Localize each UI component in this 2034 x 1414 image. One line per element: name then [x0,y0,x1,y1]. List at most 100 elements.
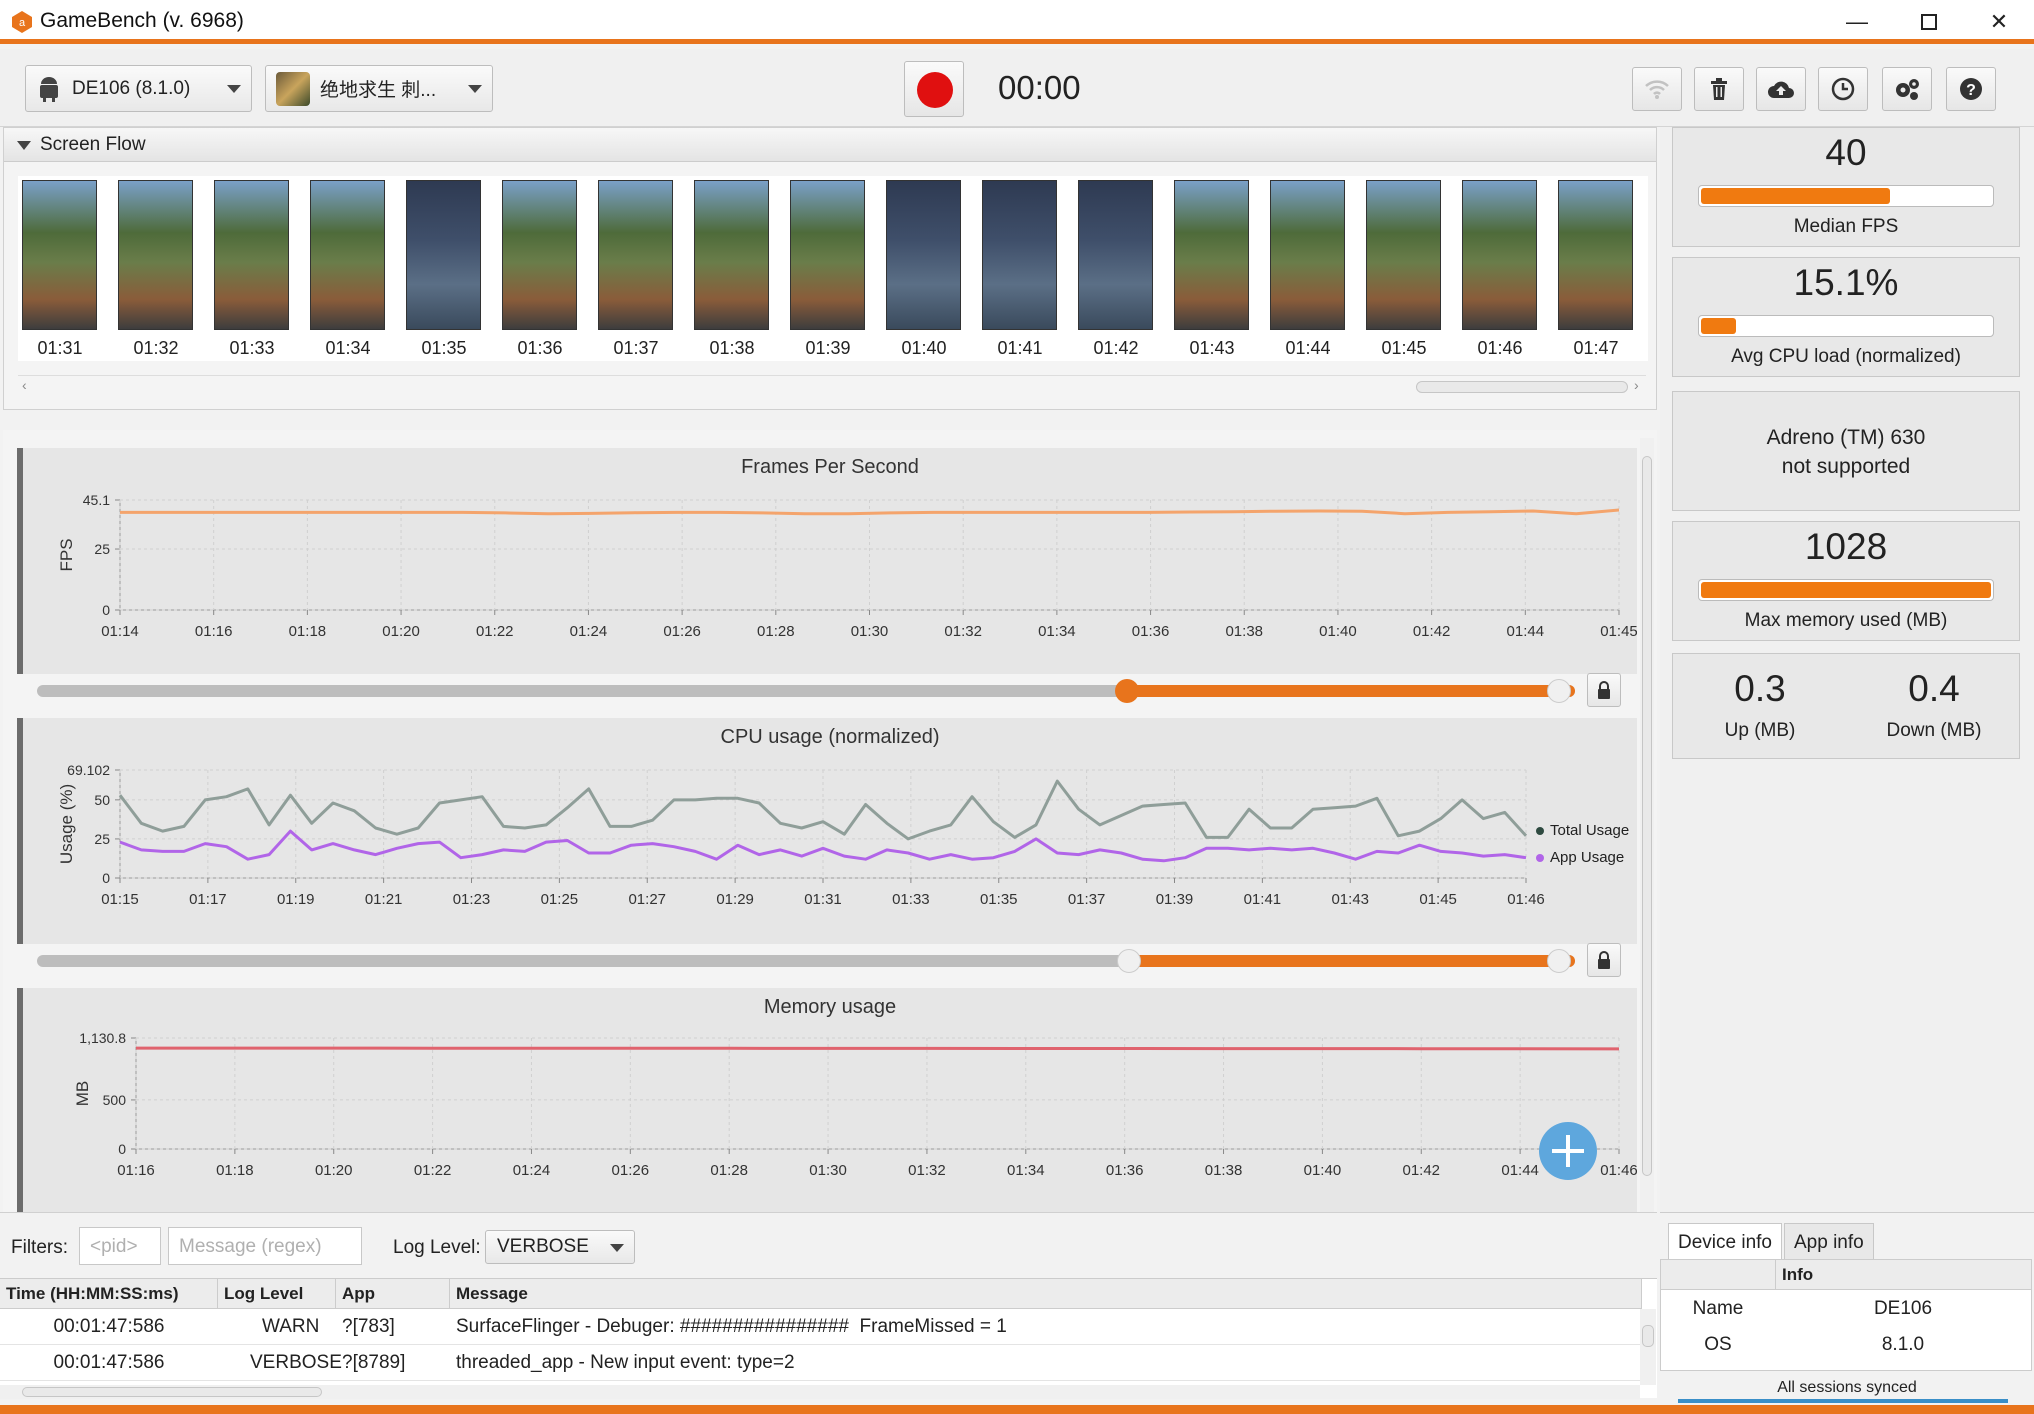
cpu-chart: CPU usage (normalized) 0 25 50 69.102 01:15 0… [17,718,1637,944]
cpu-lock-button[interactable] [1587,943,1621,977]
thumbnail-image [1078,180,1153,330]
thumbnail-time: 01:37 [613,338,659,358]
android-icon [40,76,58,102]
x-tick-label: 01:23 [453,891,491,908]
log-horizontal-scrollbar[interactable] [0,1385,1640,1399]
screen-thumbnail[interactable]: 01:33 [210,176,304,361]
col-app-header[interactable]: App [336,1279,450,1309]
recording-timer: 00:00 [998,69,1081,106]
screen-thumbnail[interactable]: 01:44 [1266,176,1360,361]
thumbnail-scrollbar[interactable]: ‹ › [18,375,1646,395]
x-tick-label: 01:18 [216,1162,254,1179]
cell-level: VERBOSE [218,1345,342,1381]
col-message-header[interactable]: Message [450,1279,1642,1309]
screen-thumbnail[interactable]: 01:34 [306,176,400,361]
cpu-range-slider[interactable] [37,949,1575,973]
col-time-header[interactable]: Time (HH:MM:SS:ms) [0,1279,218,1309]
maximize-button[interactable] [1896,0,1962,44]
thumbnail-image [694,180,769,330]
network-card: 0.3 Up (MB) 0.4 Down (MB) [1672,653,2020,759]
thumbnail-image [790,180,865,330]
slider-end-handle[interactable] [1547,949,1571,973]
screen-thumbnail[interactable]: 01:35 [402,176,496,361]
screen-thumbnail[interactable]: 01:36 [498,176,592,361]
upload-button[interactable] [1756,67,1806,111]
scrollbar-thumb[interactable] [1642,456,1652,1176]
screen-thumbnail[interactable]: 01:46 [1458,176,1552,361]
screen-thumbnail[interactable]: 01:32 [114,176,208,361]
bottom-accent-bar [0,1405,2034,1414]
memory-chart-plot: 0 500 1,130.8 01:16 01:18 01:20 01:22 01:24 01:2… [73,1030,1637,1179]
slider-start-handle[interactable] [1115,679,1139,703]
log-level-select[interactable]: VERBOSE [485,1230,635,1264]
legend-total-label: Total Usage [1550,822,1630,839]
series-line [136,1046,1620,1051]
slider-end-handle[interactable] [1547,679,1571,703]
screen-thumbnail[interactable]: 01:43 [1170,176,1264,361]
x-tick-label: 01:28 [757,623,795,640]
screen-thumbnail[interactable]: 01:37 [594,176,688,361]
minimize-button[interactable]: — [1824,0,1890,44]
record-button[interactable] [904,61,964,117]
fps-lock-button[interactable] [1587,673,1621,707]
screen-thumbnail[interactable]: 01:41 [978,176,1072,361]
scrollbar-thumb[interactable] [1416,381,1628,393]
fps-range-slider[interactable] [37,679,1575,703]
log-vertical-scrollbar[interactable] [1640,1309,1656,1385]
toolbar: DE106 (8.1.0) 绝地求生 刺... 00:00 ? [0,49,2034,127]
thumbnail-time: 01:40 [901,338,947,358]
screen-thumbnail[interactable]: 01:40 [882,176,976,361]
y-tick-label: 25 [94,831,110,847]
x-tick-label: 01:26 [612,1162,650,1179]
help-button[interactable]: ? [1946,67,1996,111]
close-button[interactable]: ✕ [1966,0,2032,44]
table-row[interactable]: 00:01:47:586 WARN ?[783] SurfaceFlinger … [0,1309,1640,1345]
log-filters: Filters: <pid> Message (regex) Log Level… [0,1212,1657,1278]
x-tick-label: 01:29 [716,891,754,908]
thumbnail-image [1462,180,1537,330]
y-tick-label: 0 [118,1141,126,1157]
cell-app: ?[783] [336,1309,450,1345]
x-tick-label: 01:22 [476,623,514,640]
screen-thumbnail[interactable]: 01:42 [1074,176,1168,361]
screen-thumbnail[interactable]: 01:38 [690,176,784,361]
screen-thumbnail[interactable]: 01:45 [1362,176,1456,361]
settings-button[interactable] [1882,67,1932,111]
x-tick-label: 01:24 [513,1162,551,1179]
col-level-header[interactable]: Log Level [218,1279,336,1309]
history-button[interactable] [1818,67,1868,111]
scrollbar-thumb[interactable] [22,1387,322,1397]
sync-progress [1678,1399,2008,1403]
minimize-icon: — [1846,9,1868,34]
scroll-left-icon[interactable]: ‹ [22,377,27,393]
tab-device-info[interactable]: Device info [1668,1223,1782,1259]
info-table: Info Name DE106 OS 8.1.0 [1660,1259,2032,1371]
tab-app-info[interactable]: App info [1784,1223,1874,1259]
max-memory-label: Max memory used (MB) [1744,610,1948,631]
app-selector[interactable]: 绝地求生 刺... [265,65,493,112]
scrollbar-thumb[interactable] [1642,1325,1654,1347]
pid-filter-input[interactable]: <pid> [79,1227,161,1265]
series-line [120,508,1620,516]
table-row[interactable]: 00:01:47:586 VERBOSE ?[8789] threaded_ap… [0,1345,1640,1381]
wifi-button[interactable] [1632,67,1682,111]
screen-flow-header[interactable]: Screen Flow [4,128,1656,162]
delete-button[interactable] [1694,67,1744,111]
screen-thumbnail[interactable]: 01:39 [786,176,880,361]
x-tick-label: 01:46 [1600,1162,1637,1179]
x-tick-label: 01:45 [1419,891,1457,908]
x-tick-label: 01:15 [101,891,139,908]
fps-chart-plot: 0 25 45.1 01:14 01:16 01:18 01:20 01:22 01:24 01:… [57,492,1637,640]
scroll-right-icon[interactable]: › [1634,377,1639,393]
device-selector[interactable]: DE106 (8.1.0) [25,65,252,112]
slider-range-fill [1127,685,1575,697]
message-filter-input[interactable]: Message (regex) [168,1227,362,1265]
x-tick-label: 01:39 [1156,891,1194,908]
screen-thumbnail[interactable]: 01:31 [18,176,112,361]
screen-thumbnail[interactable]: 01:47 [1554,176,1648,361]
charts-scrollbar[interactable] [1640,438,1654,1213]
cell-app: ?[8789] [336,1345,450,1381]
legend-total-swatch [1536,826,1544,835]
slider-start-handle[interactable] [1117,949,1141,973]
add-marker-button[interactable] [1539,1122,1597,1180]
